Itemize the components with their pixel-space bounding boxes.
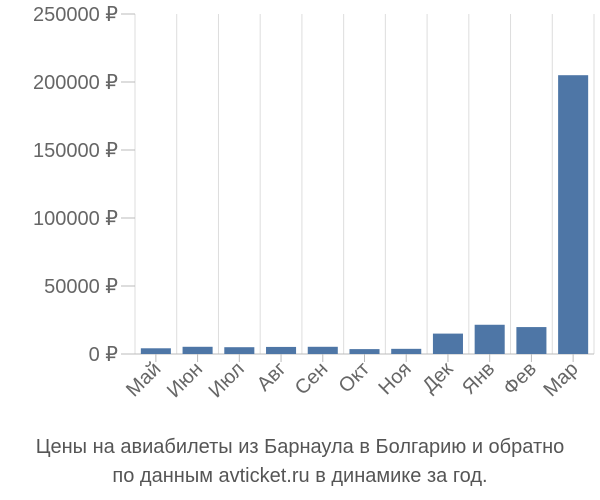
bar-2 <box>182 346 213 354</box>
bar-6 <box>349 349 380 354</box>
chart-caption: Цены на авиабилеты из Барнаула в Болгари… <box>0 433 600 491</box>
y-tick-label: 200000 ₽ <box>33 72 118 94</box>
y-tick-label: 100000 ₽ <box>33 208 118 230</box>
caption-line-1: Цены на авиабилеты из Барнаула в Болгари… <box>35 436 565 458</box>
x-tick-label: Сен <box>291 358 332 399</box>
x-tick-label: Окт <box>335 358 374 397</box>
bar-chart: 0 ₽ 50000 ₽ 100000 ₽ 150000 ₽ 200000 ₽ 250000… <box>33 4 595 402</box>
x-tick-label: Янв <box>458 358 499 399</box>
bar-3 <box>224 347 255 354</box>
y-tick-label: 0 ₽ <box>89 344 119 366</box>
bar-1 <box>140 348 171 354</box>
bar-11 <box>558 75 589 354</box>
x-tick-label: Июл <box>205 358 249 402</box>
x-tick-label: Июн <box>163 358 207 402</box>
bar-7 <box>391 348 422 354</box>
bar-10 <box>516 327 547 354</box>
bar-4 <box>266 346 297 354</box>
bar-5 <box>307 346 338 354</box>
x-tick-label: Дек <box>418 358 457 397</box>
y-tick-label: 150000 ₽ <box>33 140 118 162</box>
bar-8 <box>432 333 463 354</box>
x-tick-label: Май <box>122 358 165 401</box>
bar-9 <box>474 324 505 354</box>
y-tick-label: 250000 ₽ <box>33 4 118 26</box>
caption-line-2: по данным avticket.ru в динамике за год. <box>112 465 488 487</box>
x-tick-label: Авг <box>253 358 291 396</box>
y-tick-label: 50000 ₽ <box>44 276 118 298</box>
x-tick-label: Мар <box>539 358 582 401</box>
x-tick-label: Ноя <box>374 358 415 399</box>
x-tick-label: Фев <box>499 358 541 400</box>
